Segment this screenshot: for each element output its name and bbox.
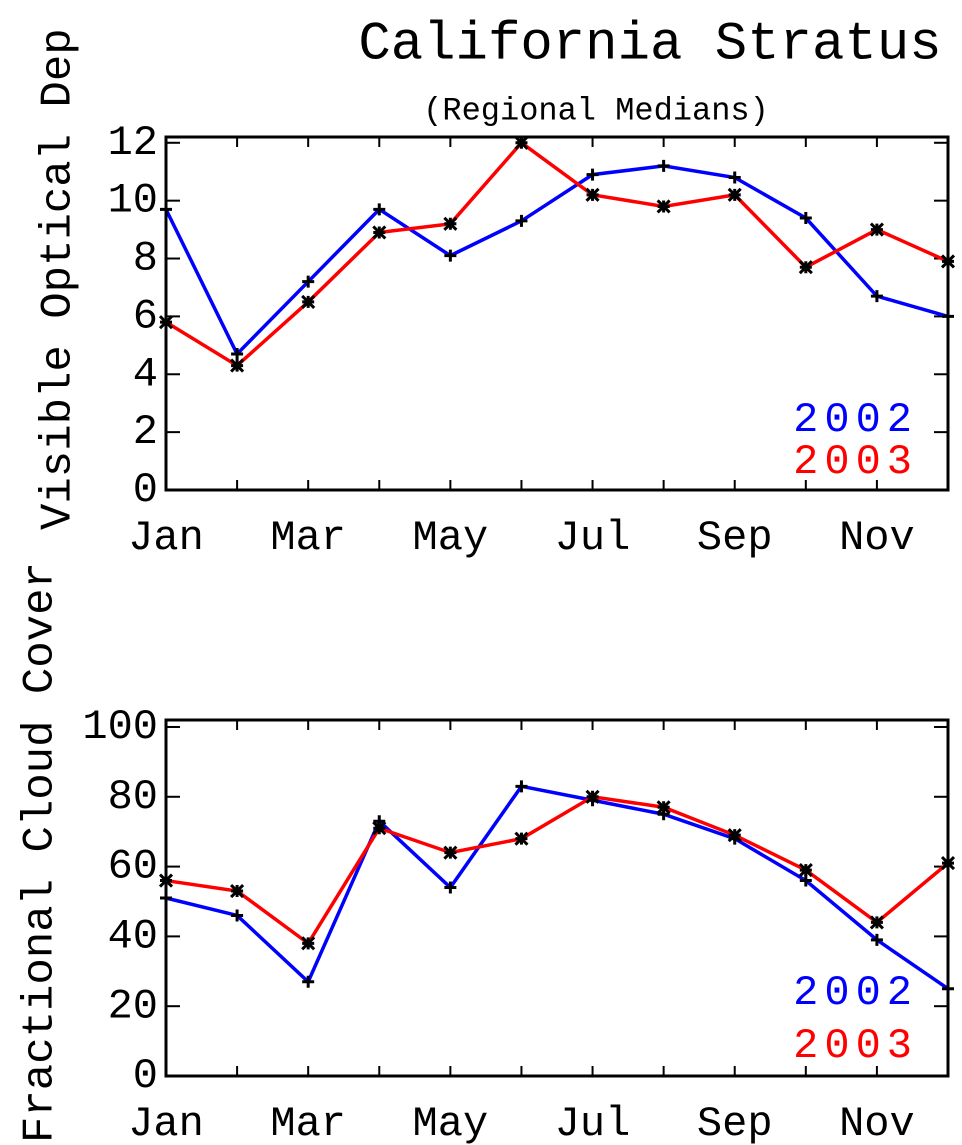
x-tick-label: Jul xyxy=(555,1100,631,1145)
chart-title: California Stratus xyxy=(358,14,941,75)
y-tick-label: 100 xyxy=(82,703,158,751)
series-line xyxy=(165,794,950,946)
data-point xyxy=(869,915,884,930)
data-point xyxy=(443,216,458,231)
data-point xyxy=(302,275,315,288)
data-point xyxy=(798,863,813,878)
x-tick-label: Nov xyxy=(839,514,915,562)
data-point xyxy=(656,800,671,815)
y-tick-label: 4 xyxy=(133,350,158,398)
y-tick-label: 60 xyxy=(108,843,158,891)
data-point xyxy=(514,831,529,846)
x-tick-label: Sep xyxy=(697,1100,773,1145)
y-tick-label: 8 xyxy=(133,235,158,283)
data-point xyxy=(727,187,742,202)
data-point xyxy=(230,358,245,373)
data-point xyxy=(657,159,670,172)
y-axis-label: Fractional Cloud Cover xyxy=(16,562,66,1143)
legend-label: 2003 xyxy=(793,438,918,486)
data-point xyxy=(585,187,600,202)
plot-frame xyxy=(164,135,950,492)
legend-label: 2003 xyxy=(793,1022,918,1070)
y-tick-label: 20 xyxy=(108,982,158,1030)
data-point xyxy=(444,249,457,262)
series-line xyxy=(165,784,949,991)
y-tick-label: 12 xyxy=(108,119,158,167)
data-point xyxy=(231,909,244,922)
data-point xyxy=(302,975,315,988)
data-point xyxy=(301,294,316,309)
data-point xyxy=(514,135,529,150)
series-line xyxy=(165,140,949,368)
y-axis-label: Visible Optical Dep xyxy=(34,28,84,530)
data-point xyxy=(443,845,458,860)
data-point xyxy=(799,874,812,887)
data-point xyxy=(444,881,457,894)
x-tick-label: Sep xyxy=(697,514,773,562)
data-point xyxy=(727,828,742,843)
series-line xyxy=(164,164,949,357)
data-point xyxy=(586,168,599,181)
data-point xyxy=(728,171,741,184)
x-tick-label: May xyxy=(413,1100,489,1145)
data-point xyxy=(372,225,387,240)
x-tick-label: Jul xyxy=(555,514,631,562)
x-tick-label: Nov xyxy=(839,1100,915,1145)
data-point xyxy=(230,883,245,899)
chart-subtitle: (Regional Medians) xyxy=(423,92,769,129)
data-point xyxy=(799,212,812,225)
x-tick-label: Mar xyxy=(270,514,346,562)
data-point xyxy=(798,260,813,275)
data-point xyxy=(231,348,244,361)
x-tick-label: Mar xyxy=(270,1100,346,1145)
data-point xyxy=(515,780,528,793)
y-tick-label: 2 xyxy=(133,408,158,456)
data-point xyxy=(515,214,528,227)
data-point xyxy=(870,933,883,946)
x-tick-label: Jan xyxy=(128,1100,204,1145)
y-tick-label: 10 xyxy=(108,177,158,225)
data-point xyxy=(301,936,316,951)
y-tick-label: 40 xyxy=(108,912,158,960)
data-point xyxy=(656,199,671,214)
legend-label: 2002 xyxy=(793,969,918,1017)
x-tick-label: May xyxy=(413,514,489,562)
y-tick-label: 80 xyxy=(108,773,158,821)
data-point xyxy=(869,222,884,237)
data-point xyxy=(870,290,883,303)
plot-frame xyxy=(164,718,950,1078)
legend-label: 2002 xyxy=(793,396,918,444)
data-point xyxy=(373,203,386,216)
x-tick-label: Jan xyxy=(128,514,204,562)
data-point xyxy=(585,789,600,804)
y-tick-label: 6 xyxy=(133,292,158,340)
data-point xyxy=(372,821,387,836)
y-tick-label: 0 xyxy=(133,466,158,514)
y-tick-label: 0 xyxy=(133,1052,158,1100)
